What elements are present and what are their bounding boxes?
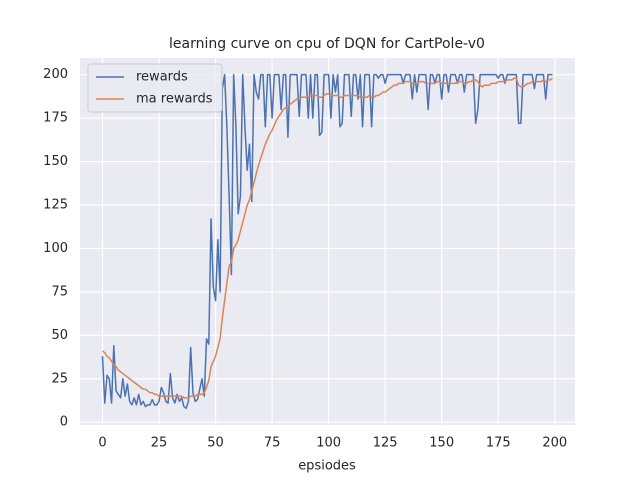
x-tick-label: 0 [98, 436, 106, 451]
x-tick-label: 75 [264, 436, 281, 451]
legend-box [87, 63, 223, 113]
y-tick-label: 0 [60, 415, 68, 430]
x-tick-label: 100 [316, 436, 341, 451]
y-tick-label: 125 [43, 198, 68, 213]
legend-label: rewards [136, 70, 188, 85]
y-tick-label: 100 [43, 241, 68, 256]
line-series [102, 77, 553, 399]
y-tick-label: 200 [43, 67, 68, 82]
y-tick-label: 25 [51, 371, 68, 386]
x-tick-label: 25 [151, 436, 168, 451]
plot-area [80, 58, 575, 425]
x-tick-label: 175 [486, 436, 511, 451]
y-tick-label: 175 [43, 111, 68, 126]
legend-label: ma rewards [136, 92, 213, 107]
y-tick-label: 150 [43, 154, 68, 169]
y-tick-label: 75 [51, 284, 68, 299]
x-tick-label: 200 [542, 436, 567, 451]
x-tick-label: 125 [373, 436, 398, 451]
x-tick-label: 150 [429, 436, 454, 451]
chart-title: learning curve on cpu of DQN for CartPol… [169, 36, 485, 52]
x-axis-label: epsiodes [298, 459, 356, 474]
y-tick-label: 50 [51, 328, 68, 343]
x-tick-label: 50 [207, 436, 224, 451]
